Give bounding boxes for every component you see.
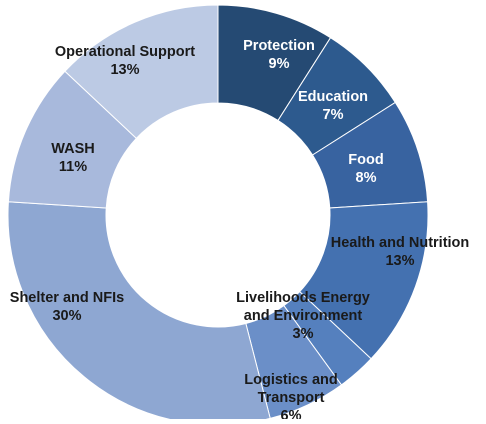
slice-label-operational-support: Operational Support <box>55 44 195 60</box>
slice-label-shelter-and-nfis: Shelter and NFIs <box>10 290 124 306</box>
data-label-education: Education 7% <box>298 89 368 123</box>
data-label-operational-support: Operational Support 13% <box>55 44 195 78</box>
slice-label-livelihoods-energy-and-environment: Livelihoods Energy and Environment <box>236 290 370 324</box>
slice-value-protection: 9% <box>269 56 290 72</box>
slice-shelter-and-nfis <box>7 201 271 424</box>
data-label-wash: WASH 11% <box>51 141 95 175</box>
slice-value-operational-support: 13% <box>110 62 139 78</box>
data-label-livelihoods-energy-and-environment: Livelihoods Energy and Environment 3% <box>236 290 370 342</box>
data-label-health-and-nutrition: Health and Nutrition 13% <box>331 235 470 269</box>
slice-label-food: Food <box>348 152 383 168</box>
slice-value-logistics-and-transport: 6% <box>281 408 302 419</box>
slice-label-wash: WASH <box>51 141 95 157</box>
data-label-food: Food 8% <box>348 152 383 186</box>
slice-value-food: 8% <box>356 170 377 186</box>
slice-label-education: Education <box>298 89 368 105</box>
slice-value-wash: 11% <box>59 159 87 175</box>
data-label-shelter-and-nfis: Shelter and NFIs 30% <box>10 290 124 324</box>
data-label-logistics-and-transport: Logistics and Transport 6% <box>244 372 337 424</box>
slice-label-protection: Protection <box>243 38 315 54</box>
slice-value-health-and-nutrition: 13% <box>385 253 414 269</box>
slices-layer <box>7 4 429 424</box>
slice-label-logistics-and-transport: Logistics and Transport <box>244 372 337 406</box>
data-label-protection: Protection 9% <box>243 38 315 72</box>
slice-operational-support <box>64 4 219 140</box>
slice-value-education: 7% <box>323 107 344 123</box>
slice-label-health-and-nutrition: Health and Nutrition <box>331 235 470 251</box>
slice-value-shelter-and-nfis: 30% <box>52 308 81 324</box>
labels-layer: Protection 9% Education 7% Food 8% Health and … <box>10 38 470 424</box>
slice-value-livelihoods-energy-and-environment: 3% <box>293 326 314 342</box>
